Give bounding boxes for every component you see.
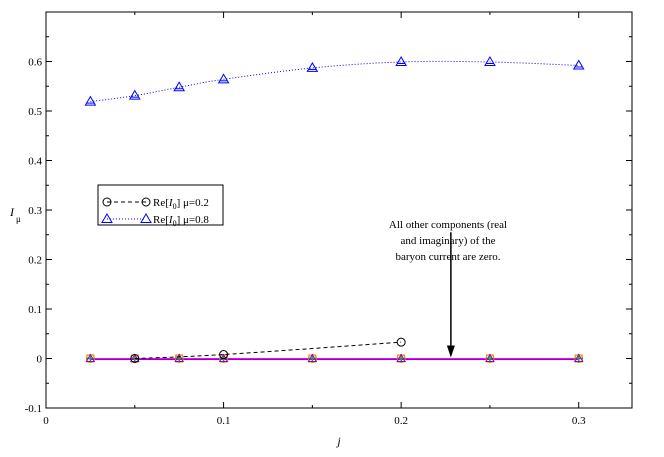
series-1-point	[396, 337, 406, 347]
legend-label-2-prefix: Re[	[153, 214, 169, 226]
y-tick-label: 0.6	[28, 57, 42, 69]
y-tick-label: 0.5	[28, 106, 42, 118]
legend-label-1-prefix: Re[	[153, 197, 169, 209]
y-tick-label: 0.2	[28, 255, 42, 267]
series-2-point	[484, 56, 496, 66]
annotation-line-3: baryon current are zero.	[395, 251, 500, 263]
series-1-point	[130, 354, 140, 363]
legend-entry-1: Re[I0] μ=0.2	[102, 197, 209, 211]
legend-label-2-italic: I	[168, 214, 174, 226]
legend-label-1: Re[I0] μ=0.2	[153, 197, 209, 211]
series-2-point	[306, 61, 319, 72]
x-tick-label: 0.2	[394, 415, 408, 427]
series-2-point	[173, 81, 186, 92]
annotation-arrow-head	[446, 345, 455, 358]
annotation-line-2: and imaginary) of the	[401, 235, 496, 247]
x-axis-label: j	[335, 434, 341, 448]
legend-marker-2a	[101, 213, 113, 223]
series-layer	[84, 56, 585, 363]
annotation: All other components (real and imaginary…	[389, 219, 507, 358]
x-tick-label: 0.3	[572, 415, 586, 427]
y-tick-label: 0	[37, 354, 43, 366]
series-2-point	[217, 73, 230, 84]
zero-marker-triangle	[85, 353, 96, 362]
legend-label-2: Re[I0] μ=0.8	[153, 214, 209, 228]
legend-label-1-suffix: ] μ=0.2	[177, 197, 209, 209]
axis-ticks: 0 0.1 0.2 0.3-0.100.10.20.30.40.50.6	[25, 12, 632, 427]
y-tick-label: 0.3	[28, 205, 42, 217]
y-tick-label: 0.4	[28, 156, 42, 168]
zero-marker-triangle	[573, 353, 584, 362]
series-2-point	[84, 95, 97, 106]
legend-label-2-suffix: ] μ=0.8	[177, 214, 210, 226]
legend-entry-2: Re[I0] μ=0.8	[101, 213, 209, 228]
annotation-line-1: All other components (real	[389, 219, 507, 231]
legend-marker-2b	[140, 213, 152, 223]
y-tick-label: 0.1	[28, 304, 42, 316]
legend-marker-1b	[141, 197, 151, 207]
zero-marker-triangle	[485, 353, 495, 362]
zero-marker-triangle	[307, 353, 318, 362]
zero-marker-triangle	[396, 353, 407, 362]
series-2-line	[90, 60, 579, 103]
y-tick-label: -0.1	[25, 403, 42, 415]
y-axis-label: I	[9, 205, 15, 219]
series-2-point	[572, 59, 585, 70]
x-tick-label: 0.1	[217, 415, 231, 427]
legend-label-2-sub: 0	[173, 219, 177, 228]
legend: Re[I0] μ=0.2 Re[I0] μ=0.8	[97, 184, 224, 228]
legend-label-1-italic: I	[168, 197, 174, 209]
zero-marker-triangle	[174, 353, 185, 362]
x-tick-label: 0	[43, 415, 49, 427]
series-1-line	[134, 341, 402, 359]
legend-marker-1a	[102, 197, 112, 207]
series-1-point	[219, 350, 229, 360]
legend-box	[97, 184, 224, 226]
legend-label-1-sub: 0	[173, 202, 177, 211]
y-axis-label-subscript: μ	[16, 214, 21, 224]
series-2-point	[128, 89, 141, 100]
series-2-point	[395, 56, 408, 66]
